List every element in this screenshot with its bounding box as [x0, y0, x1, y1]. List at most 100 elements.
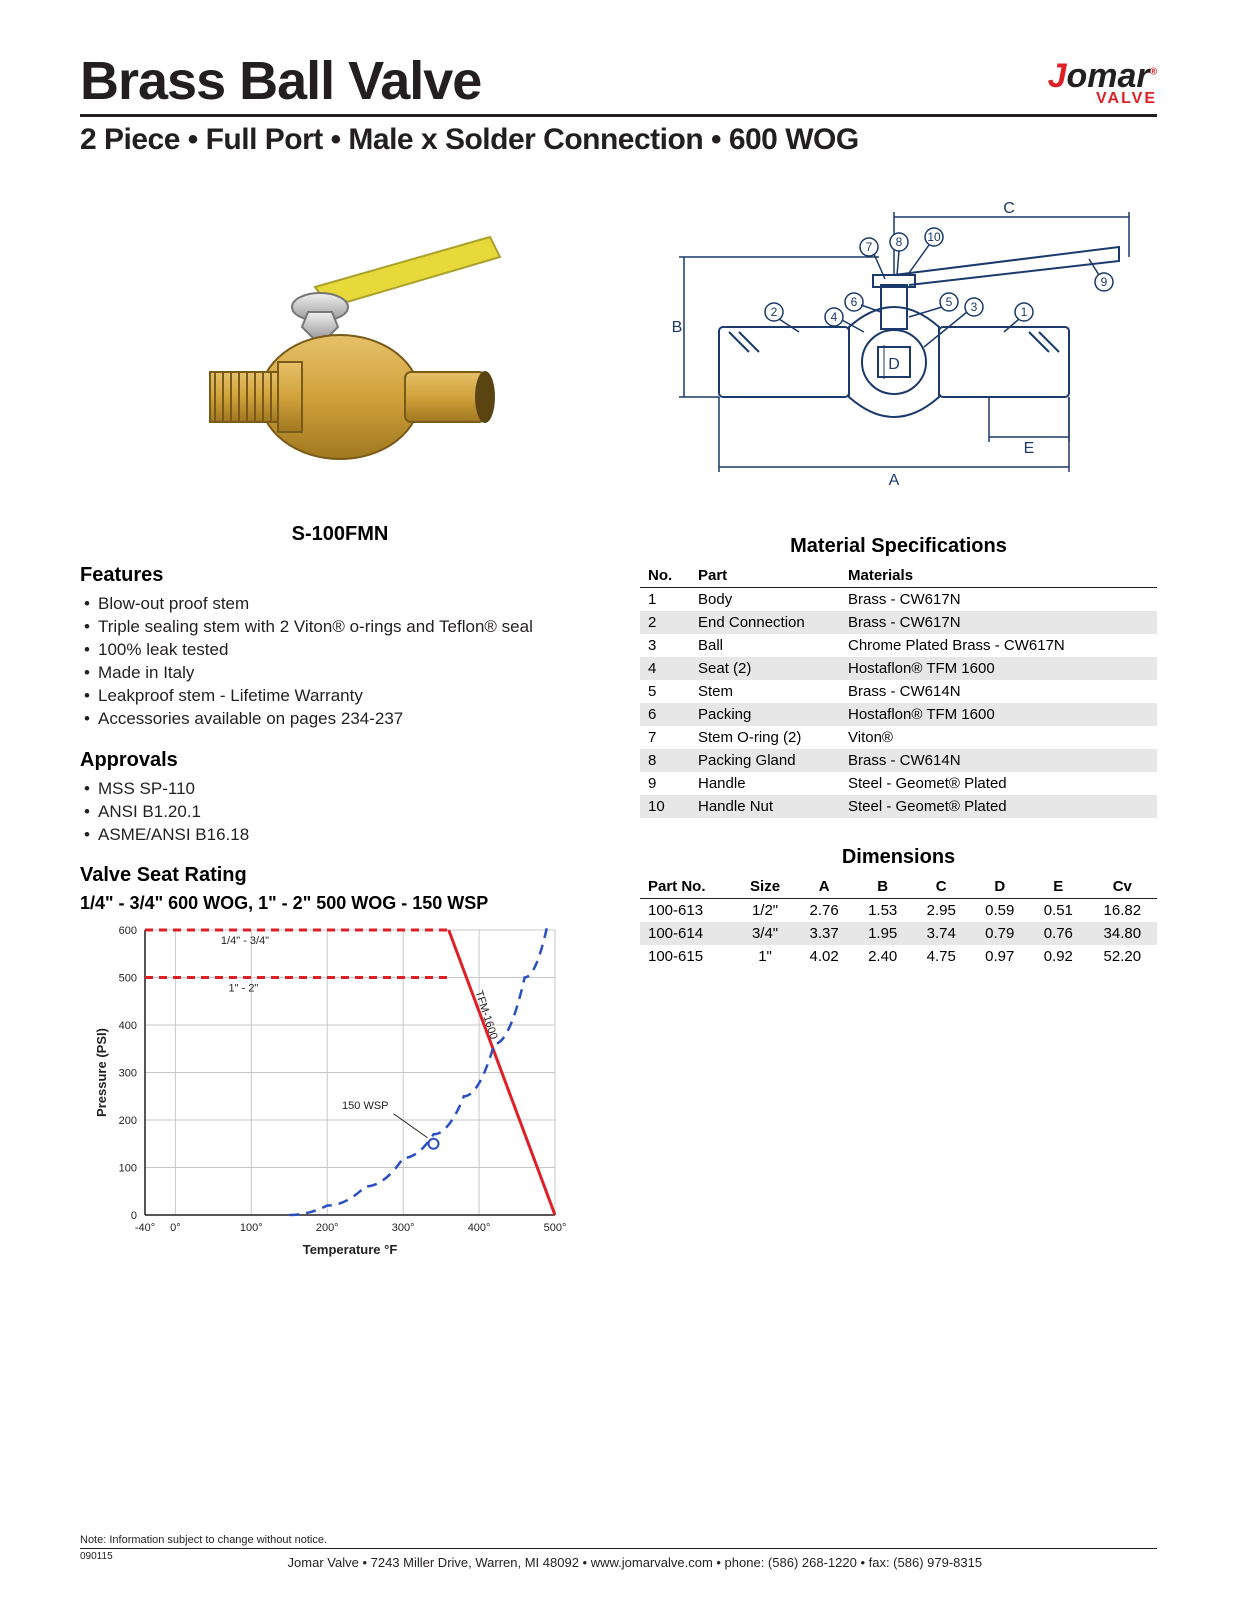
table-cell: 3 [640, 634, 690, 657]
table-cell: 100-614 [640, 922, 735, 945]
table-cell: 6 [640, 703, 690, 726]
col-header: B [853, 875, 912, 899]
table-cell: Ball [690, 634, 840, 657]
svg-text:5: 5 [945, 295, 952, 309]
table-row: 2End ConnectionBrass - CW617N [640, 611, 1157, 634]
callout: 8 [890, 233, 908, 275]
table-row: 6PackingHostaflon® TFM 1600 [640, 703, 1157, 726]
table-cell: 1" [735, 945, 795, 968]
table-cell: Seat (2) [690, 657, 840, 680]
table-cell: 5 [640, 680, 690, 703]
dim-C: C [1003, 200, 1015, 217]
table-cell: Hostaflon® TFM 1600 [840, 657, 1157, 680]
table-row: 100-6131/2"2.761.532.950.590.5116.82 [640, 899, 1157, 923]
col-header: Materials [840, 564, 1157, 588]
svg-text:1: 1 [1020, 305, 1027, 319]
svg-text:300: 300 [119, 1068, 137, 1080]
svg-text:7: 7 [865, 240, 872, 254]
footer: Note: Information subject to change with… [80, 1534, 1157, 1570]
table-cell: 0.76 [1029, 922, 1088, 945]
svg-text:Pressure (PSI): Pressure (PSI) [94, 1029, 109, 1118]
materials-heading: Material Specifications [640, 535, 1157, 558]
page-title: Brass Ball Valve [80, 50, 481, 112]
svg-text:200°: 200° [316, 1222, 339, 1234]
table-cell: 16.82 [1088, 899, 1157, 923]
table-cell: 1.53 [853, 899, 912, 923]
table-cell: 2 [640, 611, 690, 634]
table-cell: 0.51 [1029, 899, 1088, 923]
list-item: MSS SP-110 [98, 778, 600, 801]
content: S-100FMN Features Blow-out proof stem Tr… [80, 197, 1157, 1260]
table-row: 10Handle NutSteel - Geomet® Plated [640, 795, 1157, 818]
logo-j: J [1048, 57, 1067, 95]
approvals-heading: Approvals [80, 749, 600, 772]
table-cell: 1.95 [853, 922, 912, 945]
svg-text:600: 600 [119, 925, 137, 937]
product-photo [80, 197, 600, 517]
dim-B: B [671, 319, 682, 336]
col-header: Size [735, 875, 795, 899]
footer-rule [80, 1548, 1157, 1549]
table-row: 100-6143/4"3.371.953.740.790.7634.80 [640, 922, 1157, 945]
table-cell: 2.40 [853, 945, 912, 968]
dimensions-table: Part No.SizeABCDECv 100-6131/2"2.761.532… [640, 875, 1157, 968]
table-cell: Viton® [840, 726, 1157, 749]
header: Brass Ball Valve Jomar® VALVE [80, 50, 1157, 112]
callout: 6 [845, 293, 881, 312]
col-header: A [795, 875, 854, 899]
col-header: C [912, 875, 971, 899]
svg-text:1" - 2": 1" - 2" [229, 983, 259, 995]
table-cell: 1/2" [735, 899, 795, 923]
svg-text:3: 3 [970, 300, 977, 314]
svg-text:500: 500 [119, 973, 137, 985]
list-item: Blow-out proof stem [98, 593, 600, 616]
dimensions-heading: Dimensions [640, 846, 1157, 869]
table-cell: 0.97 [970, 945, 1029, 968]
table-cell: End Connection [690, 611, 840, 634]
svg-text:6: 6 [850, 295, 857, 309]
svg-text:500°: 500° [544, 1222, 567, 1234]
col-header: Cv [1088, 875, 1157, 899]
model-number: S-100FMN [80, 523, 600, 546]
svg-text:2: 2 [770, 305, 777, 319]
table-cell: Handle [690, 772, 840, 795]
table-cell: Body [690, 588, 840, 612]
table-row: 100-6151"4.022.404.750.970.9252.20 [640, 945, 1157, 968]
table-row: 5StemBrass - CW614N [640, 680, 1157, 703]
svg-text:TFM-1600: TFM-1600 [472, 989, 499, 1041]
table-cell: Brass - CW614N [840, 749, 1157, 772]
dim-A: A [888, 472, 899, 489]
table-cell: Stem O-ring (2) [690, 726, 840, 749]
callout: 10 [909, 228, 943, 273]
table-cell: 2.76 [795, 899, 854, 923]
callout: 5 [909, 293, 958, 317]
svg-text:0°: 0° [170, 1222, 181, 1234]
approvals-list: MSS SP-110 ANSI B1.20.1 ASME/ANSI B16.18 [80, 778, 600, 847]
table-row: 3BallChrome Plated Brass - CW617N [640, 634, 1157, 657]
svg-text:8: 8 [895, 235, 902, 249]
svg-text:4: 4 [830, 310, 837, 324]
table-cell: Brass - CW614N [840, 680, 1157, 703]
table-row: 4Seat (2)Hostaflon® TFM 1600 [640, 657, 1157, 680]
table-cell: Stem [690, 680, 840, 703]
svg-text:1/4" - 3/4": 1/4" - 3/4" [221, 935, 269, 947]
svg-text:100: 100 [119, 1163, 137, 1175]
svg-text:-40°: -40° [135, 1222, 155, 1234]
list-item: ASME/ANSI B16.18 [98, 824, 600, 847]
table-cell: 3/4" [735, 922, 795, 945]
table-cell: Packing [690, 703, 840, 726]
svg-text:10: 10 [927, 230, 941, 244]
dim-D: D [888, 356, 900, 373]
svg-text:0: 0 [131, 1210, 137, 1222]
table-cell: 52.20 [1088, 945, 1157, 968]
table-row: 9HandleSteel - Geomet® Plated [640, 772, 1157, 795]
list-item: Made in Italy [98, 662, 600, 685]
svg-text:100°: 100° [240, 1222, 263, 1234]
table-cell: 34.80 [1088, 922, 1157, 945]
list-item: Leakproof stem - Lifetime Warranty [98, 685, 600, 708]
table-cell: 4 [640, 657, 690, 680]
list-item: 100% leak tested [98, 639, 600, 662]
table-cell: Packing Gland [690, 749, 840, 772]
brand-logo: Jomar® VALVE [1048, 57, 1157, 108]
callout: 7 [860, 238, 885, 279]
